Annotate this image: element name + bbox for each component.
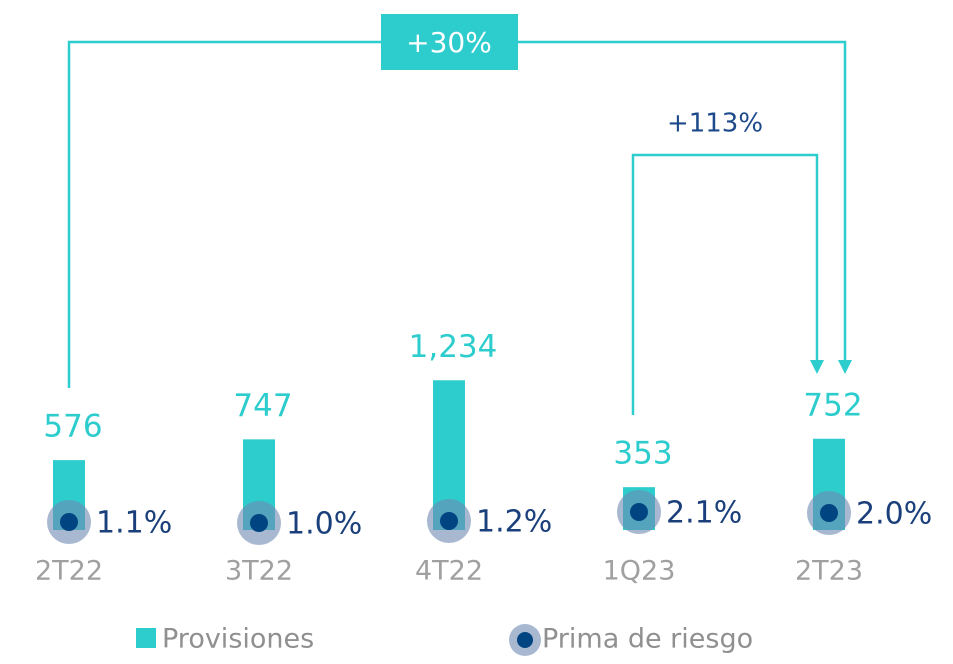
annotation: +113% <box>667 109 763 139</box>
value-label: 2.0% <box>856 497 932 532</box>
x-tick-label: 2T23 <box>795 556 863 587</box>
value-label: 1.0% <box>286 507 362 542</box>
arrow-head <box>838 360 852 374</box>
x-tick-label: 1Q23 <box>603 556 676 587</box>
value-label: 1.1% <box>96 506 172 541</box>
legend-label: Provisiones <box>162 624 314 655</box>
arrow-head <box>810 360 824 374</box>
x-tick-label: 3T22 <box>225 556 293 587</box>
connector <box>67 40 381 388</box>
dot <box>820 504 838 522</box>
dot <box>250 514 268 532</box>
dot <box>60 513 78 531</box>
value-label: 1.2% <box>476 505 552 540</box>
dot <box>440 512 458 530</box>
value-label: 747 <box>233 388 292 424</box>
legend-label: Prima de riesgo <box>542 624 753 655</box>
connector <box>518 40 847 362</box>
dot <box>630 503 648 521</box>
legend-swatch <box>136 628 156 648</box>
legend-dot <box>517 632 533 648</box>
x-tick-label: 2T22 <box>35 556 103 587</box>
value-label: 576 <box>43 409 102 445</box>
value-label: 2.1% <box>666 496 742 531</box>
x-tick-label: 4T22 <box>415 556 483 587</box>
annotation-box <box>381 14 518 70</box>
value-label: 353 <box>613 436 672 472</box>
connector <box>631 153 819 415</box>
value-label: 1,234 <box>409 329 498 365</box>
annotation: +30% <box>406 26 492 59</box>
value-label: 752 <box>803 387 862 423</box>
